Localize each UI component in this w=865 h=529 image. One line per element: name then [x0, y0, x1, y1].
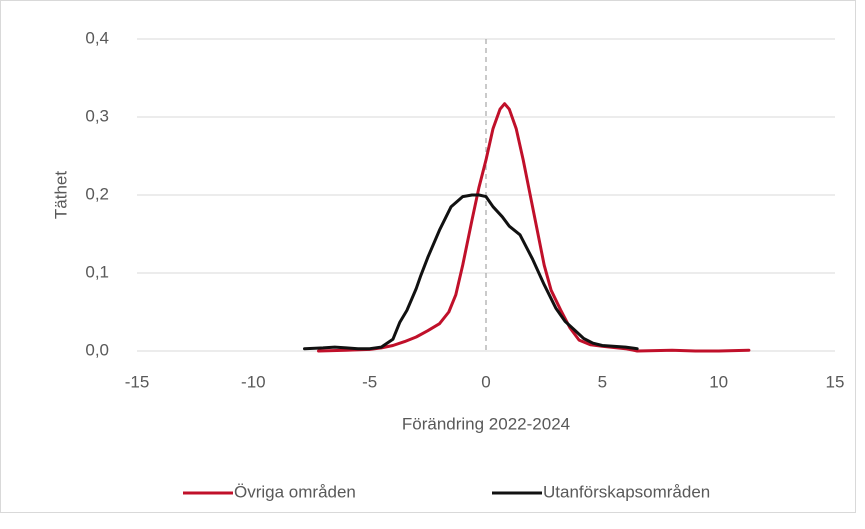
x-tick-label: -15: [125, 372, 150, 391]
x-tick-label: -5: [362, 372, 377, 391]
legend-label: Utanförskapsområden: [543, 482, 710, 501]
x-tick-label: 15: [826, 372, 845, 391]
x-tick-label: 5: [598, 372, 607, 391]
x-axis-title: Förändring 2022-2024: [402, 414, 570, 433]
y-tick-label: 0,1: [85, 262, 109, 281]
x-tick-label: -10: [241, 372, 266, 391]
y-axis-title: Täthet: [51, 171, 70, 219]
legend-label: Övriga områden: [234, 482, 356, 501]
y-tick-label: 0,4: [85, 28, 109, 47]
x-tick-label: 10: [709, 372, 728, 391]
series-line: [303, 193, 639, 351]
y-tick-label: 0,3: [85, 106, 109, 125]
x-tick-label: 0: [481, 372, 490, 391]
y-tick-label: 0,0: [85, 340, 109, 359]
y-tick-label: 0,2: [85, 184, 109, 203]
